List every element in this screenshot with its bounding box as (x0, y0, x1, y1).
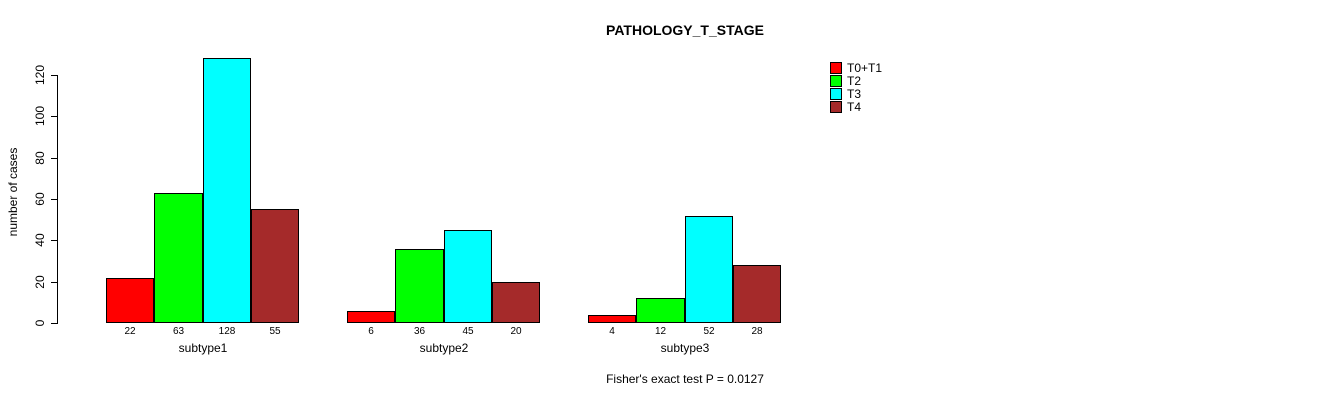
bar-subtype1-t0-t1 (106, 278, 154, 323)
y-tick (51, 240, 57, 241)
y-axis-title: number of cases (6, 147, 20, 237)
y-tick-label: 60 (33, 192, 47, 206)
legend-swatch (830, 75, 842, 87)
legend-swatch (830, 88, 842, 100)
y-tick (51, 282, 57, 283)
legend-item-t3: T3 (830, 88, 882, 100)
bar-value-label: 12 (654, 326, 667, 337)
y-tick-label: 20 (33, 275, 47, 289)
y-tick-label: 100 (33, 105, 47, 127)
bar-subtype3-t2 (636, 298, 685, 323)
category-label-subtype3: subtype3 (660, 341, 710, 355)
y-tick-label: 120 (33, 64, 47, 86)
y-tick-label: 0 (33, 319, 47, 327)
bar-value-label: 20 (510, 326, 522, 337)
bar-subtype1-t4 (251, 209, 299, 323)
bar-value-label: 6 (368, 326, 374, 337)
bar-value-label: 55 (269, 326, 281, 337)
legend-swatch (830, 101, 842, 113)
legend-label: T0+T1 (847, 61, 883, 75)
bar-subtype2-t4 (492, 282, 540, 323)
bar-value-label: 28 (751, 326, 763, 337)
bar-subtype2-t0-t1 (347, 311, 395, 323)
y-tick (51, 116, 57, 117)
chart-title: PATHOLOGY_T_STAGE (606, 22, 764, 38)
legend-label: T3 (847, 87, 862, 101)
bar-subtype3-t0-t1 (588, 315, 636, 323)
legend-label: T4 (847, 100, 862, 114)
y-tick (51, 199, 57, 200)
bar-subtype2-t3 (444, 230, 492, 323)
bar-subtype3-t3 (685, 216, 733, 323)
legend: T0+T1 T2 T3 T4 (830, 62, 882, 114)
category-label-subtype1: subtype1 (178, 341, 228, 355)
legend-item-t4: T4 (830, 101, 882, 113)
annotation-text: Fisher's exact test P = 0.0127 (606, 372, 764, 386)
bar-value-label: 36 (413, 326, 426, 337)
bar-value-label: 45 (462, 326, 474, 337)
y-tick (51, 158, 57, 159)
y-tick-label: 80 (33, 151, 47, 165)
bar-value-label: 128 (218, 326, 236, 337)
bar-value-label: 63 (172, 326, 185, 337)
legend-item-t0-t1: T0+T1 (830, 62, 882, 74)
bar-subtype3-t4 (733, 265, 781, 323)
bar-value-label: 22 (124, 326, 136, 337)
bar-subtype1-t3 (203, 58, 251, 323)
bar-value-label: 52 (703, 326, 715, 337)
y-tick (51, 323, 57, 324)
bar-value-label: 4 (609, 326, 615, 337)
legend-label: T2 (847, 74, 862, 88)
legend-swatch (830, 62, 842, 74)
bar-subtype1-t2 (154, 193, 203, 323)
y-tick-label: 40 (33, 233, 47, 247)
y-tick (51, 75, 57, 76)
bar-subtype2-t2 (395, 249, 444, 323)
legend-item-t2: T2 (830, 75, 882, 87)
y-axis-line (57, 75, 58, 324)
category-label-subtype2: subtype2 (419, 341, 469, 355)
